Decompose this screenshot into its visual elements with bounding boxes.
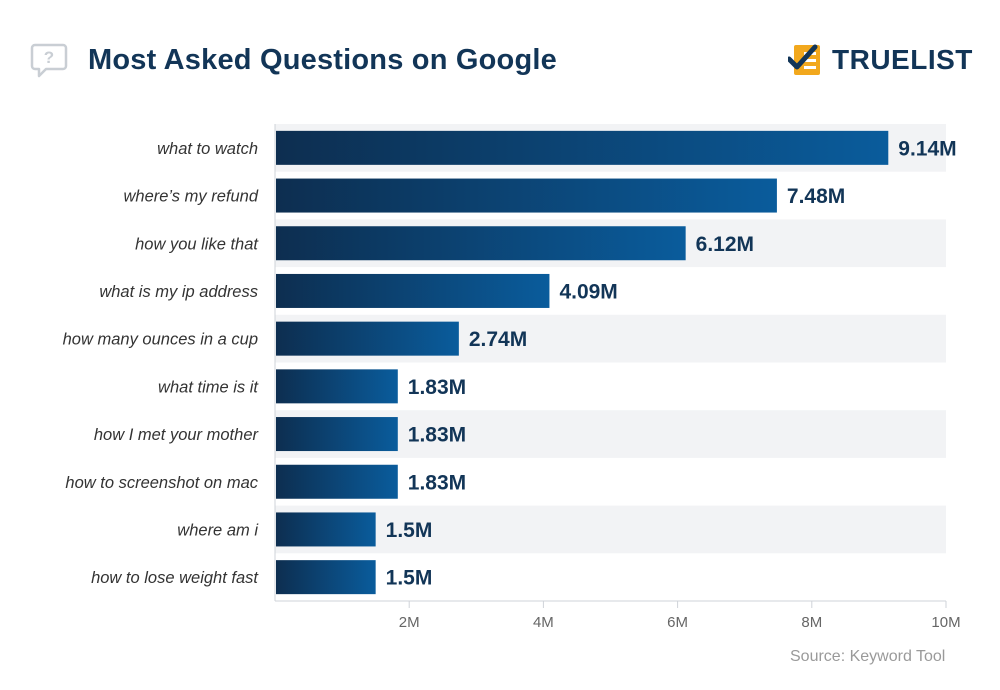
bar xyxy=(276,226,686,261)
svg-text:?: ? xyxy=(44,48,54,67)
category-label: how to lose weight fast xyxy=(91,569,259,587)
bar xyxy=(276,130,889,165)
x-tick-label: 4M xyxy=(533,614,554,631)
x-tick-label: 6M xyxy=(667,614,688,631)
category-label: how many ounces in a cup xyxy=(63,331,258,349)
brand-name: TRUELIST xyxy=(832,44,973,75)
checklist-logo-icon xyxy=(788,44,820,75)
x-tick-label: 2M xyxy=(399,614,420,631)
bar xyxy=(276,178,777,213)
bar xyxy=(276,321,459,356)
row-band xyxy=(275,505,946,554)
value-label: 1.83M xyxy=(408,471,466,494)
value-label: 2.74M xyxy=(469,328,527,351)
value-label: 9.14M xyxy=(898,137,956,160)
bar xyxy=(276,273,550,308)
category-label: how you like that xyxy=(135,235,259,253)
value-label: 1.83M xyxy=(408,424,466,447)
category-label: where am i xyxy=(177,521,259,539)
value-label: 7.48M xyxy=(787,185,845,208)
category-label: where’s my refund xyxy=(123,188,258,206)
x-tick-label: 10M xyxy=(931,614,960,631)
category-label: what to watch xyxy=(157,140,258,158)
category-label: how I met your mother xyxy=(94,426,260,444)
value-label: 1.5M xyxy=(386,567,433,590)
x-tick-label: 8M xyxy=(801,614,822,631)
value-label: 4.09M xyxy=(559,280,617,303)
page-title: Most Asked Questions on Google xyxy=(88,44,557,76)
bar xyxy=(276,417,398,452)
category-label: what time is it xyxy=(158,378,259,396)
bar xyxy=(276,560,376,595)
source-note: Source: Keyword Tool xyxy=(790,648,946,665)
value-label: 1.83M xyxy=(408,376,466,399)
bar xyxy=(276,512,376,547)
category-label: how to screenshot on mac xyxy=(65,474,258,492)
brand: TRUELIST xyxy=(788,40,973,80)
question-bubble-icon: ? xyxy=(30,43,68,78)
value-label: 1.5M xyxy=(386,519,433,542)
category-label: what is my ip address xyxy=(99,283,258,301)
value-label: 6.12M xyxy=(696,233,754,256)
bar xyxy=(276,464,398,499)
bar xyxy=(276,369,398,404)
